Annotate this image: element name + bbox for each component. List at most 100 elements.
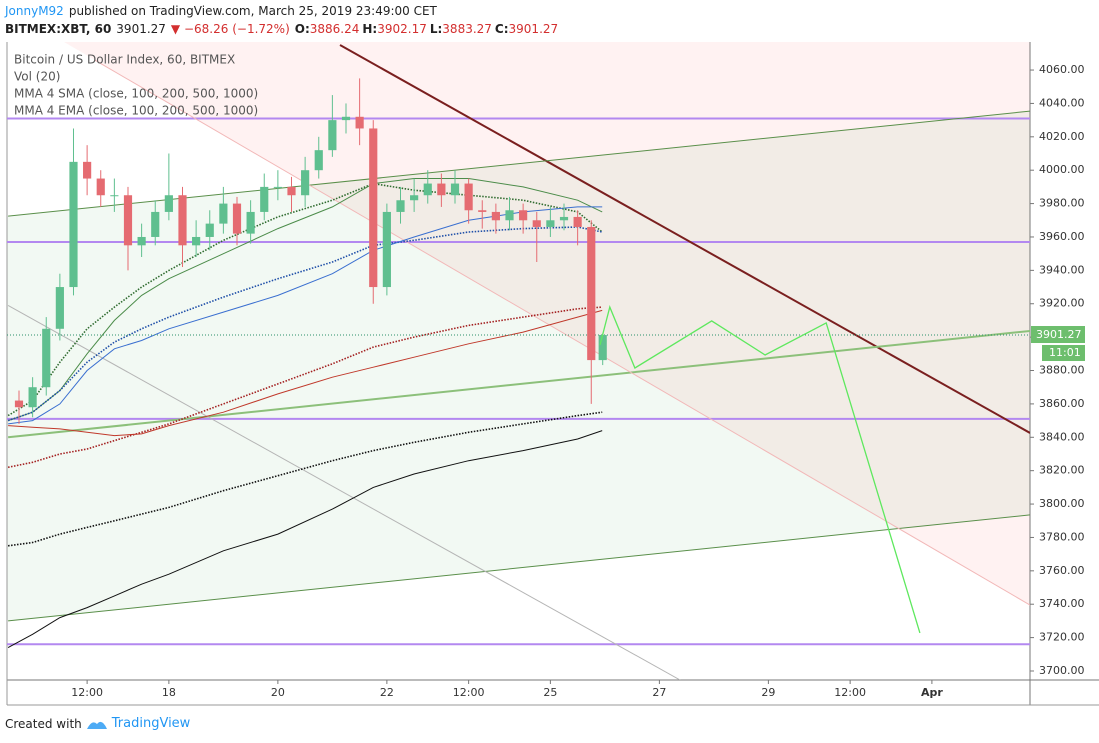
candle-body [83, 161, 92, 179]
candle-body [123, 195, 133, 246]
y-tick-label: 3760.00 [1039, 564, 1085, 577]
last-price-label: 3901.27 [1036, 328, 1082, 341]
candle-body [28, 387, 37, 408]
candle-body [219, 203, 228, 224]
candle-body [301, 170, 310, 196]
candle-body [42, 328, 51, 388]
ohlc-label: O: [294, 22, 310, 36]
ohlc-label: H: [362, 22, 378, 36]
moving-average [7, 411, 603, 547]
ohlc-item: O:3886.24 [295, 20, 360, 38]
y-tick-label: 3800.00 [1039, 497, 1085, 510]
candle-body [151, 211, 160, 237]
candle-body [382, 211, 391, 288]
candle-body [478, 210, 487, 212]
y-tick-label: 3920.00 [1039, 297, 1085, 310]
legend-text: Bitcoin / US Dollar Index, 60, BITMEX [14, 53, 235, 67]
legend-text: MMA 4 SMA (close, 100, 200, 500, 1000) [14, 87, 258, 101]
candle-body [423, 183, 432, 196]
x-tick-label: 18 [162, 686, 176, 699]
y-tick-label: 3880.00 [1039, 364, 1085, 377]
change-value: −68.26 (−1.72%) [183, 22, 290, 36]
footer: Created with TradingView [5, 716, 190, 731]
ohlc-label: L: [429, 22, 443, 36]
candle-body [573, 216, 582, 227]
candle-body [232, 203, 242, 234]
candle-body [260, 186, 269, 212]
ohlc: O:3886.24 H:3902.17 L:3883.27 C:3901.27 [295, 20, 558, 38]
candle-body [96, 178, 105, 196]
x-tick-label: 29 [761, 686, 775, 699]
x-tick-label: 20 [271, 686, 285, 699]
candle-body [273, 186, 282, 188]
channel-shading [7, 111, 1030, 621]
x-tick-label: 25 [543, 686, 557, 699]
y-tick-label: 3820.00 [1039, 464, 1085, 477]
candle-body [341, 116, 351, 121]
indicator-legend: Bitcoin / US Dollar Index, 60, BITMEX Vo… [14, 53, 258, 118]
y-tick-label: 3840.00 [1039, 430, 1085, 443]
candle-body [598, 335, 607, 361]
moving-average [7, 306, 603, 469]
ohlc-label: C: [494, 22, 509, 36]
projection [599, 305, 921, 634]
created-with: Created with [5, 716, 82, 731]
ohlc-value: 3883.27 [442, 22, 492, 36]
ohlc-value: 3886.24 [309, 22, 360, 36]
candle-body [246, 211, 255, 234]
logo [86, 721, 107, 729]
ohlc-value: 3901.27 [508, 22, 559, 36]
ohlc-item: C:3901.27 [495, 20, 558, 38]
candle-body [559, 216, 569, 221]
candle-body [192, 236, 201, 246]
candle-body [178, 195, 187, 246]
legend-text: MMA 4 EMA (close, 100, 200, 500, 1000) [14, 104, 258, 118]
candle-body [137, 236, 146, 246]
x-tick-label: 12:00 [834, 686, 866, 699]
y-tick-label: 3780.00 [1039, 530, 1085, 543]
candle-body [369, 128, 378, 288]
author[interactable]: JonnyM92 [5, 4, 64, 18]
legend-text: Vol (20) [14, 70, 60, 84]
moving-average [7, 430, 603, 649]
candle-body [505, 210, 514, 221]
y-tick-label: 4060.00 [1039, 63, 1085, 76]
symbol: BITMEX:XBT, 60 [5, 22, 112, 36]
y-tick-label: 3940.00 [1039, 263, 1085, 276]
candle-body [410, 195, 419, 201]
y-tick-label: 3980.00 [1039, 197, 1085, 210]
x-tick-label: 27 [652, 686, 666, 699]
header-row: BITMEX:XBT, 60 3901.27 ▼ −68.26 (−1.72%)… [5, 20, 558, 38]
candle-body [328, 120, 337, 151]
trendline [94, 59, 1030, 606]
moving-average [8, 309, 603, 437]
candle-body [355, 116, 364, 129]
y-tick-label: 4040.00 [1039, 96, 1085, 109]
header: JonnyM92 published on TradingView.com, M… [5, 2, 558, 38]
candle-body [14, 400, 24, 408]
countdown-label: 11:01 [1049, 346, 1081, 359]
ohlc-item: L:3883.27 [430, 20, 492, 38]
candle-body [69, 161, 78, 288]
last-price-box [1031, 326, 1085, 344]
y-tick-label: 3960.00 [1039, 230, 1085, 243]
y-tick-label: 3860.00 [1039, 397, 1085, 410]
candle-body [205, 223, 214, 237]
candle-body [519, 210, 528, 221]
candle-body [164, 195, 173, 212]
countdown-box [1042, 345, 1085, 362]
last-price: 3901.27 [116, 22, 166, 36]
candle-body [314, 150, 323, 171]
ohlc-item: H:3902.17 [362, 20, 426, 38]
candle-body [491, 211, 500, 221]
candle-body [546, 220, 555, 227]
candle-body [287, 186, 296, 196]
x-tick-label: Apr [921, 686, 943, 699]
y-tick-label: 3720.00 [1039, 631, 1085, 644]
y-tick-label: 3700.00 [1039, 664, 1085, 677]
brand[interactable]: TradingView [111, 716, 191, 731]
plot-area [7, 44, 1030, 680]
y-tick-label: 3740.00 [1039, 597, 1085, 610]
y-tick-label: 4000.00 [1039, 163, 1085, 176]
